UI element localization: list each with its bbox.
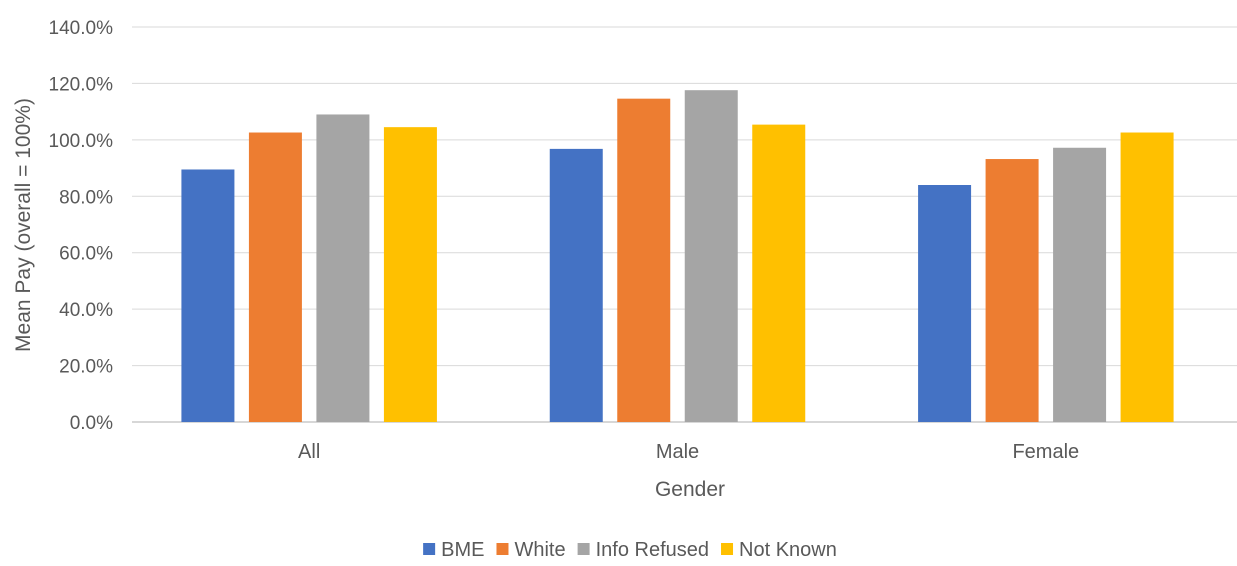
- x-category-label: Female: [1012, 441, 1079, 463]
- y-axis-ticks: 0.0% 20.0% 40.0% 60.0% 80.0% 100.0% 120.0% 140.…: [49, 18, 114, 434]
- bars: [181, 90, 1174, 423]
- bar-bme-female: [918, 185, 972, 422]
- legend-swatch: [721, 543, 734, 555]
- y-tick-label: 100.0%: [49, 131, 114, 152]
- y-tick-label: 60.0%: [59, 244, 113, 265]
- bar-info-refused-all: [316, 114, 370, 422]
- y-tick-label: 0.0%: [70, 413, 113, 434]
- bar-info-refused-male: [684, 90, 738, 422]
- legend-label: White: [514, 539, 565, 561]
- x-category-label: All: [298, 441, 320, 463]
- x-axis-title: Gender: [655, 478, 725, 501]
- bar-not-known-all: [383, 127, 437, 423]
- legend-label: Not Known: [739, 539, 837, 561]
- y-tick-label: 20.0%: [59, 357, 113, 378]
- legend-item: White: [496, 539, 566, 561]
- bar-not-known-female: [1120, 132, 1174, 422]
- y-tick-label: 120.0%: [49, 74, 114, 95]
- legend-label: Info Refused: [596, 539, 709, 561]
- y-tick-label: 40.0%: [59, 300, 113, 321]
- bar-white-female: [985, 159, 1039, 423]
- bar-bme-all: [181, 169, 235, 422]
- legend-swatch: [423, 543, 436, 555]
- gridlines: [132, 26, 1237, 423]
- bar-info-refused-female: [1053, 147, 1107, 422]
- legend-item: BME: [423, 539, 484, 561]
- bar-white-male: [617, 98, 671, 423]
- y-tick-label: 140.0%: [49, 18, 114, 39]
- legend-item: Info Refused: [577, 539, 709, 561]
- legend: BME White Info Refused Not Known: [423, 539, 837, 561]
- bar-not-known-male: [752, 124, 806, 422]
- y-axis-title: Mean Pay (overall = 100%): [12, 98, 35, 352]
- legend-item: Not Known: [721, 539, 837, 561]
- x-axis-categories: All Male Female: [298, 441, 1079, 463]
- legend-label: BME: [441, 539, 484, 561]
- bar-white-all: [248, 132, 302, 422]
- legend-swatch: [496, 543, 509, 555]
- legend-swatch: [577, 543, 590, 555]
- bar-bme-male: [549, 148, 603, 422]
- x-category-label: Male: [656, 441, 699, 463]
- y-tick-label: 80.0%: [59, 187, 113, 208]
